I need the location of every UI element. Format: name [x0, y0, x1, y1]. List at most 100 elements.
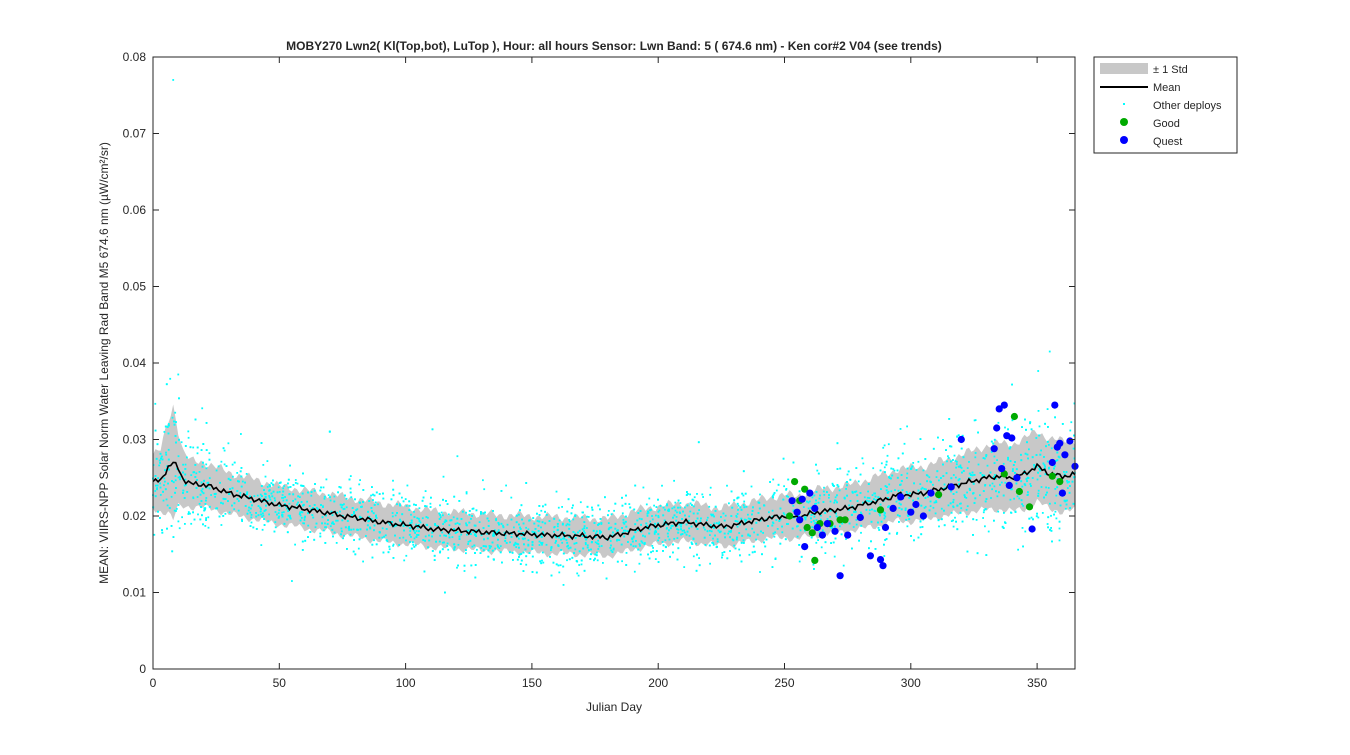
other-deploy-point: [696, 493, 698, 495]
other-deploy-point: [760, 530, 762, 533]
other-deploy-point: [708, 505, 711, 508]
other-deploy-point: [227, 500, 229, 502]
other-deploy-point: [388, 545, 391, 548]
other-deploy-point: [954, 460, 957, 462]
other-deploy-point: [666, 532, 669, 535]
other-deploy-point: [955, 476, 957, 479]
other-deploy-point: [574, 537, 577, 539]
other-deploy-point: [1044, 473, 1047, 476]
other-deploy-point: [453, 528, 455, 530]
other-deploy-point: [194, 464, 197, 466]
other-deploy-point: [672, 543, 674, 546]
other-deploy-point: [228, 493, 230, 495]
other-deploy-point: [952, 501, 955, 504]
other-deploy-point: [266, 486, 269, 488]
other-deploy-point: [416, 534, 418, 536]
other-deploy-point: [487, 555, 490, 558]
other-deploy-point: [410, 536, 412, 538]
other-deploy-point: [319, 489, 322, 492]
other-deploy-point: [634, 531, 637, 533]
other-deploy-point: [974, 497, 977, 500]
other-deploy-point: [155, 457, 158, 460]
other-deploy-point: [424, 505, 426, 507]
other-deploy-point: [828, 494, 830, 496]
other-deploy-point: [792, 504, 795, 507]
other-deploy-point: [159, 452, 162, 455]
other-deploy-point: [664, 545, 667, 548]
other-deploy-point: [328, 430, 331, 433]
other-deploy-point: [599, 518, 602, 520]
other-deploy-point: [570, 512, 573, 515]
other-deploy-point: [460, 533, 463, 536]
other-deploy-point: [544, 522, 547, 525]
other-deploy-point: [173, 509, 176, 512]
other-deploy-point: [972, 492, 974, 495]
other-deploy-point: [204, 508, 206, 511]
other-deploy-point: [156, 488, 158, 491]
other-deploy-point: [663, 519, 666, 522]
other-deploy-point: [580, 563, 583, 566]
other-deploy-point: [473, 524, 476, 527]
other-deploy-point: [394, 534, 396, 537]
other-deploy-point: [375, 491, 378, 494]
other-deploy-point: [415, 504, 417, 506]
other-deploy-point: [831, 527, 833, 529]
other-deploy-point: [563, 537, 566, 540]
other-deploy-point: [250, 516, 253, 519]
other-deploy-point: [594, 536, 597, 539]
other-deploy-point: [639, 510, 642, 512]
other-deploy-point: [325, 514, 327, 517]
other-deploy-point: [1049, 502, 1051, 505]
other-deploy-point: [758, 507, 761, 510]
other-deploy-point: [449, 519, 452, 522]
other-deploy-point: [410, 547, 413, 550]
other-deploy-point: [405, 505, 408, 507]
other-deploy-point: [630, 543, 632, 546]
other-deploy-point: [604, 496, 606, 499]
other-deploy-point: [595, 554, 598, 557]
other-deploy-point: [962, 456, 965, 459]
other-deploy-point: [1045, 445, 1047, 448]
other-deploy-point: [940, 477, 942, 479]
other-deploy-point: [774, 558, 777, 560]
other-deploy-point: [799, 529, 802, 532]
other-deploy-point: [596, 559, 599, 562]
other-deploy-point: [582, 511, 584, 514]
other-deploy-point: [494, 547, 497, 550]
other-deploy-point: [919, 526, 922, 529]
other-deploy-point: [194, 476, 197, 478]
other-deploy-point: [372, 493, 374, 496]
other-deploy-point: [525, 526, 527, 529]
other-deploy-point: [728, 502, 730, 505]
other-deploy-point: [1055, 494, 1058, 497]
other-deploy-point: [781, 525, 783, 528]
other-deploy-point: [196, 446, 199, 449]
other-deploy-point: [276, 513, 278, 516]
other-deploy-point: [537, 530, 540, 532]
other-deploy-point: [657, 533, 660, 536]
other-deploy-point: [192, 471, 195, 474]
other-deploy-point: [625, 552, 628, 554]
other-deploy-point: [1028, 517, 1031, 520]
other-deploy-point: [566, 541, 569, 544]
other-deploy-point: [900, 508, 903, 511]
other-deploy-point: [495, 518, 497, 520]
other-deploy-point: [1047, 516, 1050, 519]
other-deploy-point: [932, 447, 935, 450]
other-deploy-point: [311, 514, 314, 516]
other-deploy-point: [960, 447, 963, 450]
other-deploy-point: [261, 528, 264, 531]
other-deploy-point: [810, 536, 813, 539]
other-deploy-point: [522, 551, 525, 554]
other-deploy-point: [942, 488, 945, 490]
other-deploy-point: [982, 490, 985, 492]
other-deploy-point: [172, 79, 175, 81]
other-deploy-point: [623, 535, 626, 538]
other-deploy-point: [751, 510, 754, 512]
other-deploy-point: [442, 514, 444, 517]
other-deploy-point: [424, 490, 427, 492]
other-deploy-point: [692, 555, 695, 558]
other-deploy-point: [292, 493, 295, 496]
other-deploy-point: [829, 515, 832, 518]
other-deploy-point: [186, 491, 189, 493]
